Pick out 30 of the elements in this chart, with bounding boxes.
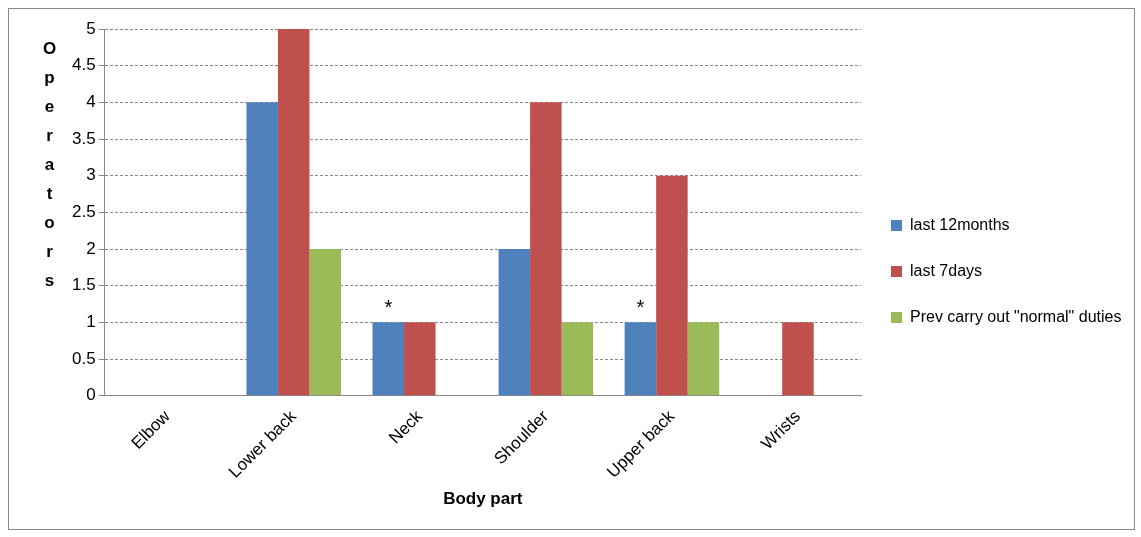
bar <box>309 249 341 396</box>
bar <box>687 322 720 396</box>
annotation: * <box>636 295 645 318</box>
bar <box>246 102 278 396</box>
legend-label: last 7days <box>910 261 983 279</box>
y-tick-label: 3.5 <box>71 128 96 148</box>
y-tick-label: 3 <box>86 165 96 185</box>
y-tick-label: 2 <box>86 238 96 258</box>
annotation: * <box>384 295 393 318</box>
bar <box>624 322 657 396</box>
bar <box>372 322 405 396</box>
legend-label: Prev carry out "normal" duties <box>910 307 1122 325</box>
bar <box>561 322 594 396</box>
y-tick-label: 0.5 <box>71 348 96 368</box>
bar <box>404 322 436 396</box>
bar <box>277 29 310 396</box>
y-tick-label: 1 <box>86 312 96 332</box>
y-tick-label: 0 <box>86 385 96 405</box>
y-tick-label: 1.5 <box>71 275 96 295</box>
bar <box>656 175 688 396</box>
legend-label: last 12months <box>910 215 1010 233</box>
y-tick-label: 4.5 <box>71 55 96 75</box>
bar <box>530 102 562 396</box>
bar <box>782 322 814 396</box>
bar <box>498 249 531 396</box>
y-tick-label: 2.5 <box>71 202 96 222</box>
x-axis-title: Body part <box>443 489 523 509</box>
y-tick-label: 5 <box>86 18 96 38</box>
y-tick-label: 4 <box>86 92 96 112</box>
y-axis-title: Operators <box>39 39 59 300</box>
